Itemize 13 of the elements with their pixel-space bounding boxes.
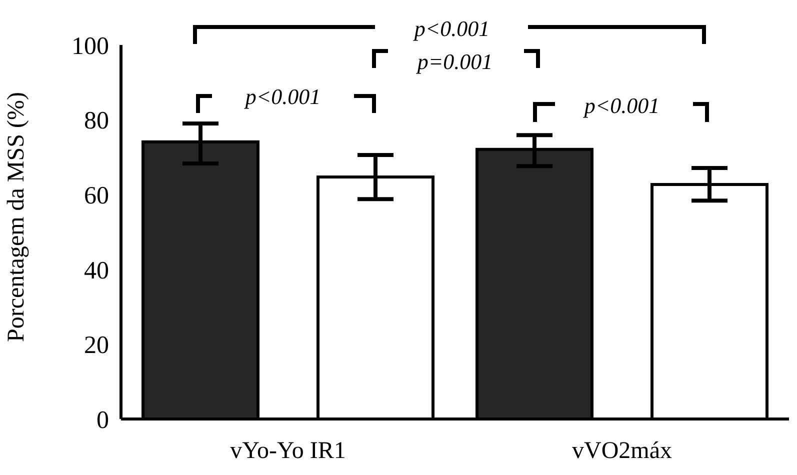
- annotation: p<0.001: [243, 84, 321, 109]
- text: p<0.001: [412, 16, 490, 41]
- y-tick-label: 20: [84, 332, 109, 360]
- x-tick-label: vVO2máx: [572, 438, 672, 464]
- y-axis-title: Porcentagem da MSS (%): [4, 92, 30, 342]
- annotation: p<0.001: [582, 93, 660, 118]
- annotation: p=0.001: [415, 49, 493, 74]
- y-tick-label: 40: [84, 257, 109, 284]
- y-tick-label: 80: [84, 108, 109, 135]
- y-tick-label: 100: [72, 32, 109, 60]
- x-tick-label: vYo-Yo IR1: [230, 438, 346, 464]
- y-tick-label: 0: [96, 406, 109, 434]
- y-tick-label: 60: [84, 182, 109, 210]
